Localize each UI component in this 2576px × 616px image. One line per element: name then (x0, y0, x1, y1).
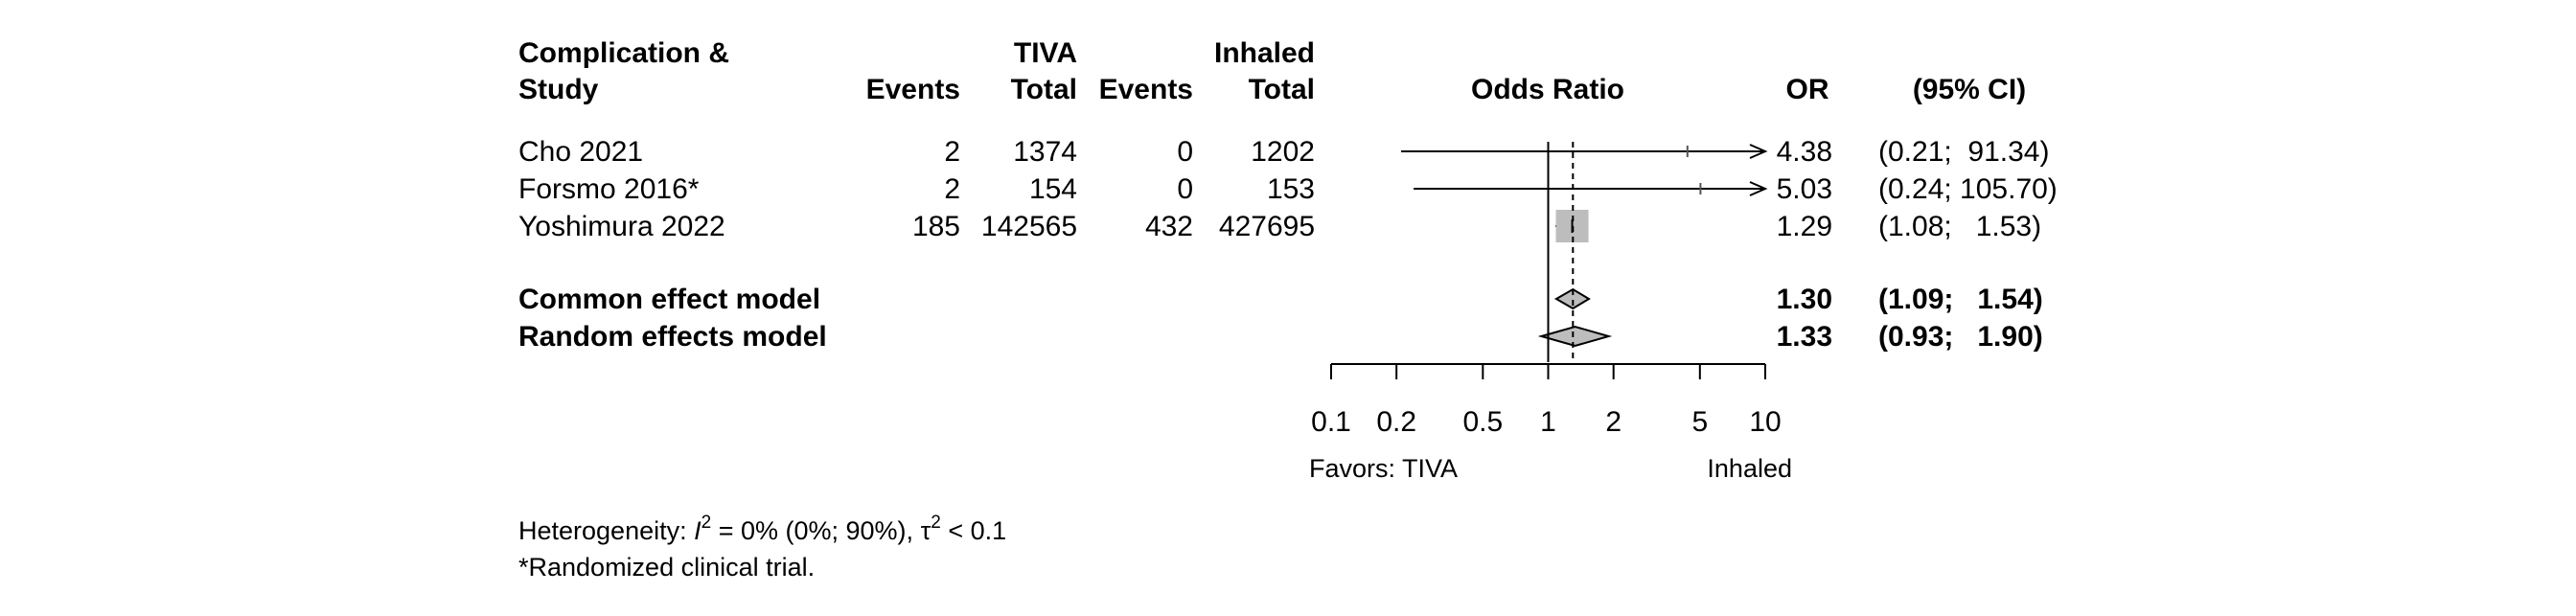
tiva-total-cell: 1374 (1013, 136, 1077, 168)
ci-arrow (1749, 144, 1768, 159)
tiva-events-cell: 2 (944, 136, 960, 168)
model-or-cell: 1.30 (1777, 284, 1832, 315)
model-ci-cell: (0.93; 1.90) (1878, 321, 2043, 353)
tiva-total-cell: 154 (1029, 173, 1077, 205)
ci-header: (95% CI) (1913, 74, 2026, 105)
heterogeneity-note: Heterogeneity: I2 = 0% (0%; 90%), τ2 < 0… (518, 513, 1006, 545)
x-tick-label: 10 (1749, 406, 1781, 438)
pooled-diamond (1553, 287, 1591, 310)
odds-ratio-header: Odds Ratio (1471, 74, 1624, 105)
study-name: Forsmo 2016* (518, 173, 700, 205)
or-value-cell: 5.03 (1777, 173, 1832, 205)
ci-value-cell: (0.21; 91.34) (1878, 136, 2049, 168)
favors-inhaled-label: Inhaled (1707, 454, 1792, 483)
heterogeneity-prefix: Heterogeneity: (518, 516, 694, 545)
x-tick-label: 0.2 (1376, 406, 1416, 438)
study-header-line2: Study (518, 74, 599, 105)
ci-arrow (1749, 181, 1768, 196)
x-tick-label: 5 (1691, 406, 1708, 438)
x-axis: 0.1 0.2 0.5 1 2 5 10 Favors: TIVA Inhaled (1309, 363, 1792, 483)
model-ci-cell: (1.09; 1.54) (1878, 284, 2043, 315)
or-header: OR (1786, 74, 1829, 105)
inhaled-total-cell: 1202 (1251, 136, 1315, 168)
inhaled-total-cell: 153 (1267, 173, 1315, 205)
study-header-line1: Complication & (518, 37, 729, 69)
x-tick-label: 1 (1540, 406, 1556, 438)
footnotes: Heterogeneity: I2 = 0% (0%; 90%), τ2 < 0… (518, 513, 1006, 582)
tiva-events-header: Events (866, 74, 960, 105)
study-name: Cho 2021 (518, 136, 643, 168)
ci-value-cell: (0.24; 105.70) (1878, 173, 2058, 205)
tau-superscript: 2 (931, 513, 941, 533)
pooled-diamond (1537, 325, 1613, 348)
tau-symbol: τ (921, 516, 932, 545)
inhaled-total-header: Total (1249, 74, 1315, 105)
inhaled-events-header: Events (1099, 74, 1193, 105)
i2-value: = 0% (0%; 90%), (711, 516, 920, 545)
plot-area (1400, 142, 1768, 362)
i2-symbol: I (694, 516, 702, 545)
model-name: Random effects model (518, 321, 827, 353)
model-or-cell: 1.33 (1777, 321, 1832, 353)
study-rows: Cho 2021 2 1374 0 1202 4.38 (0.21; 91.34) Forsm… (518, 136, 2058, 353)
inhaled-total-cell: 427695 (1219, 211, 1315, 242)
column-headers: Complication & Study TIVA Events Total I… (518, 37, 2026, 105)
inhaled-events-cell: 0 (1177, 173, 1193, 205)
or-value-cell: 1.29 (1777, 211, 1832, 242)
x-tick-label: 0.1 (1311, 406, 1351, 438)
or-value-cell: 4.38 (1777, 136, 1832, 168)
x-tick-label: 2 (1605, 406, 1622, 438)
i2-superscript: 2 (702, 513, 712, 533)
tiva-events-cell: 2 (944, 173, 960, 205)
tiva-events-cell: 185 (912, 211, 960, 242)
tiva-total-header: Total (1011, 74, 1077, 105)
tiva-group-header: TIVA (1014, 37, 1077, 69)
x-tick-label: 0.5 (1462, 406, 1503, 438)
rct-footnote: *Randomized clinical trial. (518, 553, 815, 582)
favors-tiva-label: Favors: TIVA (1309, 454, 1458, 483)
model-name: Common effect model (518, 284, 820, 315)
inhaled-events-cell: 432 (1145, 211, 1193, 242)
tau-value: < 0.1 (941, 516, 1006, 545)
inhaled-group-header: Inhaled (1214, 37, 1315, 69)
ci-value-cell: (1.08; 1.53) (1878, 211, 2041, 242)
study-name: Yoshimura 2022 (518, 211, 725, 242)
tiva-total-cell: 142565 (981, 211, 1077, 242)
inhaled-events-cell: 0 (1177, 136, 1193, 168)
